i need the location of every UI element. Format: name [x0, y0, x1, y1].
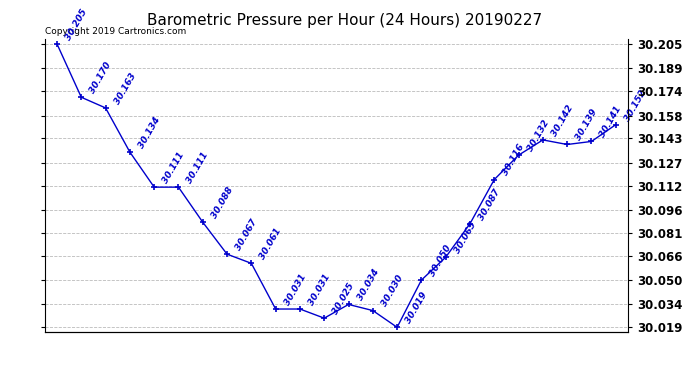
Text: 30.170: 30.170 [88, 61, 113, 95]
Text: 30.087: 30.087 [477, 187, 502, 222]
Text: 30.031: 30.031 [307, 272, 332, 307]
Text: 30.141: 30.141 [598, 105, 624, 139]
Text: 30.061: 30.061 [258, 226, 284, 261]
Text: 30.065: 30.065 [453, 220, 477, 255]
Text: 30.050: 30.050 [428, 243, 453, 278]
Text: 30.111: 30.111 [186, 150, 210, 185]
Text: 30.030: 30.030 [380, 274, 405, 308]
Text: 30.111: 30.111 [161, 150, 186, 185]
Text: 30.019: 30.019 [404, 291, 429, 325]
Text: 30.205: 30.205 [64, 7, 89, 42]
Text: 30.152: 30.152 [622, 88, 648, 123]
Text: Pressure  (Inches/Hg): Pressure (Inches/Hg) [509, 24, 620, 33]
Text: 30.088: 30.088 [210, 186, 235, 220]
Text: 30.139: 30.139 [574, 108, 599, 142]
Text: Barometric Pressure per Hour (24 Hours) 20190227: Barometric Pressure per Hour (24 Hours) … [148, 13, 542, 28]
Text: 30.134: 30.134 [137, 116, 162, 150]
Text: 30.116: 30.116 [501, 143, 526, 177]
Text: 30.025: 30.025 [331, 282, 356, 316]
Text: 30.067: 30.067 [234, 217, 259, 252]
Text: 30.132: 30.132 [526, 118, 551, 153]
Text: 30.034: 30.034 [355, 268, 381, 302]
Text: Copyright 2019 Cartronics.com: Copyright 2019 Cartronics.com [45, 27, 186, 36]
Text: 30.163: 30.163 [112, 71, 137, 106]
Text: 30.031: 30.031 [283, 272, 308, 307]
Text: 30.142: 30.142 [550, 103, 575, 138]
